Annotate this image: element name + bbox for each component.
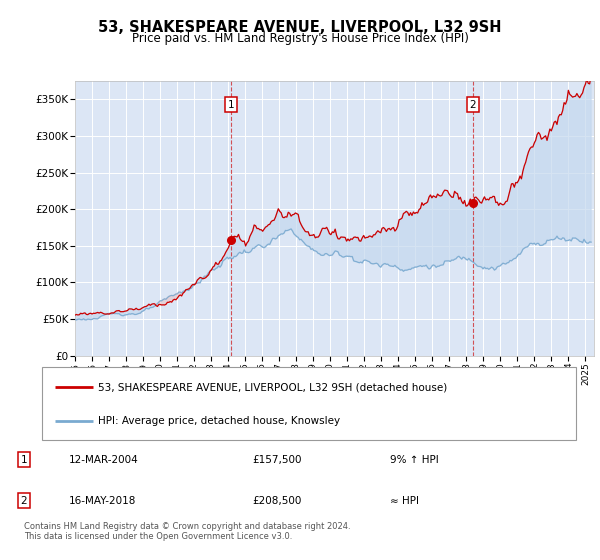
Text: Contains HM Land Registry data © Crown copyright and database right 2024.
This d: Contains HM Land Registry data © Crown c… <box>24 522 350 542</box>
Text: 53, SHAKESPEARE AVENUE, LIVERPOOL, L32 9SH: 53, SHAKESPEARE AVENUE, LIVERPOOL, L32 9… <box>98 20 502 35</box>
Text: 1: 1 <box>228 100 235 110</box>
Text: £157,500: £157,500 <box>252 455 302 465</box>
Text: 9% ↑ HPI: 9% ↑ HPI <box>390 455 439 465</box>
Text: 53, SHAKESPEARE AVENUE, LIVERPOOL, L32 9SH (detached house): 53, SHAKESPEARE AVENUE, LIVERPOOL, L32 9… <box>98 382 448 392</box>
Text: £208,500: £208,500 <box>252 496 301 506</box>
Text: 2: 2 <box>469 100 476 110</box>
Text: 2: 2 <box>20 496 28 506</box>
Text: Price paid vs. HM Land Registry's House Price Index (HPI): Price paid vs. HM Land Registry's House … <box>131 32 469 45</box>
FancyBboxPatch shape <box>42 367 576 440</box>
Text: ≈ HPI: ≈ HPI <box>390 496 419 506</box>
Text: 1: 1 <box>20 455 28 465</box>
Text: 12-MAR-2004: 12-MAR-2004 <box>69 455 139 465</box>
Text: 16-MAY-2018: 16-MAY-2018 <box>69 496 136 506</box>
Text: HPI: Average price, detached house, Knowsley: HPI: Average price, detached house, Know… <box>98 416 340 426</box>
